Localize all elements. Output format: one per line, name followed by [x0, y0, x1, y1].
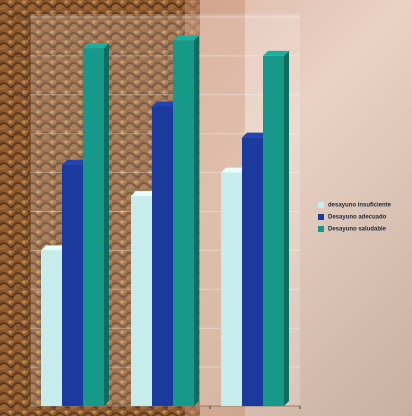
legend-swatch [318, 214, 324, 220]
bar-side [194, 35, 199, 407]
y-tick-label: 45 [15, 53, 22, 59]
y-tick-label: 35 [15, 131, 22, 137]
legend-label: Desayuno adecuado [328, 215, 387, 221]
y-tick-label: 5 [19, 365, 23, 371]
y-tick-label: 10 [15, 326, 22, 332]
bar-top [263, 50, 289, 56]
bar [242, 137, 263, 406]
bar [131, 195, 152, 406]
bar-top [83, 43, 109, 49]
bar-top [152, 101, 178, 107]
legend: desayuno insuficiente Desayuno adecuado De… [318, 202, 392, 233]
y-tick-label: 50 [15, 15, 22, 21]
legend-swatch [318, 226, 324, 232]
bar-side [104, 43, 109, 407]
y-tick-label: 15 [15, 287, 22, 293]
y-tick-label: 40 [15, 92, 22, 98]
legend-swatch [318, 202, 324, 208]
y-tick-label: 25 [15, 209, 22, 215]
bar-top [41, 245, 67, 251]
y-tick-label: 0 [19, 404, 23, 410]
bar-side [284, 50, 289, 407]
bar [263, 55, 284, 407]
bar [62, 164, 83, 406]
bar [173, 40, 194, 407]
bar [41, 250, 62, 406]
legend-label: desayuno insuficiente [328, 203, 392, 209]
bar-top [131, 190, 157, 196]
y-tick-label: 20 [15, 248, 22, 254]
bar-top [62, 159, 88, 165]
bar-top [242, 132, 268, 138]
bar-top [221, 167, 247, 173]
bar-top [173, 35, 199, 41]
legend-label: Desayuno saludable [328, 227, 387, 233]
bar [152, 106, 173, 406]
bar [83, 48, 104, 407]
y-tick-label: 30 [15, 170, 22, 176]
bar [221, 172, 242, 406]
